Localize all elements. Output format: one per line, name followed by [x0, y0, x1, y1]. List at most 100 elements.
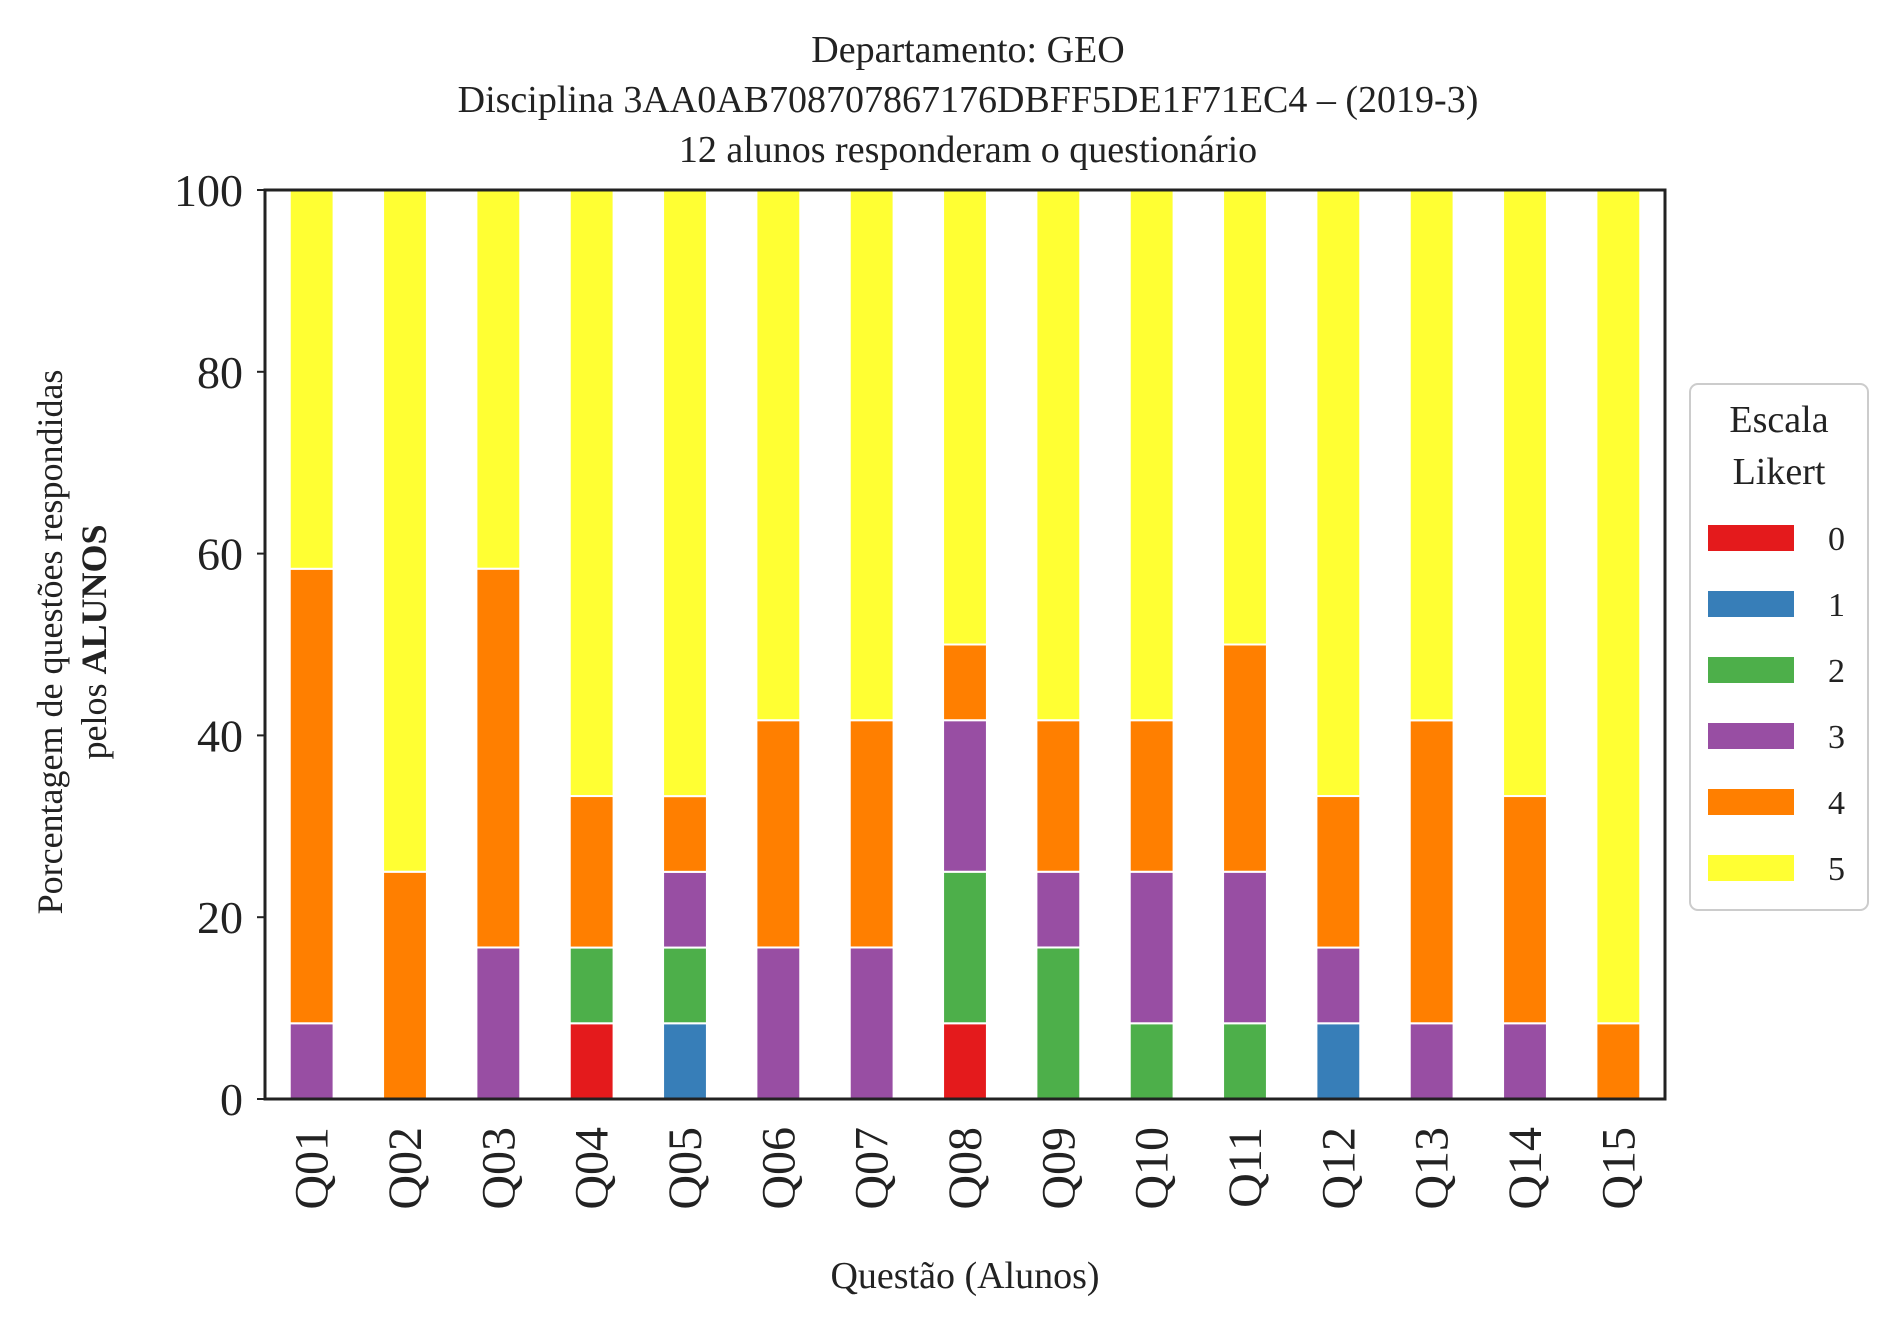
- legend-label-5: 5: [1828, 851, 1845, 888]
- bar-segment-q03-likert-5: [475, 188, 522, 570]
- bar-segment-q09-likert-5: [1035, 189, 1082, 722]
- bar-segment-q02-likert-5: [382, 189, 428, 873]
- legend-swatch-4: [1708, 789, 1794, 815]
- bar-segment-q01-likert-5: [288, 189, 335, 570]
- legend-swatch-5: [1708, 855, 1794, 881]
- bar-segment-q05-likert-1: [662, 1022, 708, 1100]
- bar-segment-q05-likert-2: [662, 946, 708, 1025]
- y-tick-label: 20: [197, 892, 243, 943]
- legend: Escala Likert 0 1 2 3 4 5: [1689, 383, 1869, 911]
- bar-segment-q04-likert-0: [568, 1022, 615, 1100]
- x-tick-label-q06: Q06: [752, 1127, 805, 1210]
- bar-segment-q13-likert-5: [1408, 189, 1455, 722]
- bar-segment-q05-likert-3: [662, 870, 708, 949]
- legend-frame: [1689, 383, 1869, 911]
- bar-segment-q12-likert-5: [1315, 189, 1362, 798]
- legend-label-0: 0: [1828, 521, 1845, 558]
- bar-segment-q10-likert-2: [1128, 1022, 1175, 1100]
- bar-segment-q12-likert-1: [1315, 1022, 1362, 1100]
- bar-segment-q12-likert-3: [1315, 946, 1362, 1025]
- legend-label-3: 3: [1828, 719, 1845, 756]
- chart-title: Departamento: GEO Disciplina 3AA0AB70870…: [458, 29, 1479, 171]
- bar-segment-q04-likert-2: [568, 946, 615, 1025]
- bar-segment-q14-likert-3: [1502, 1022, 1548, 1100]
- bar-segment-q04-likert-5: [568, 189, 615, 798]
- x-tick-label-q15: Q15: [1592, 1127, 1645, 1210]
- title-line-3: 12 alunos responderam o questionário: [679, 129, 1257, 171]
- bar-segment-q14-likert-4: [1502, 795, 1548, 1025]
- legend-items: 0 1 2 3 4 5: [1708, 521, 1845, 888]
- bar-segment-q09-likert-4: [1035, 719, 1082, 873]
- y-axis-label-bold: ALUNOS: [74, 524, 114, 674]
- bar-segment-q08-likert-4: [942, 643, 988, 722]
- bar-segment-q04-likert-4: [568, 795, 615, 949]
- legend-swatch-3: [1708, 723, 1794, 749]
- y-tick-label: 60: [197, 529, 243, 580]
- legend-title-line-2: Likert: [1733, 451, 1826, 493]
- x-tick-label-q08: Q08: [939, 1127, 992, 1210]
- bar-segment-q11-likert-5: [1222, 189, 1268, 646]
- y-axis-label-line-2: pelos ALUNOS: [74, 524, 114, 759]
- y-axis-label: Porcentagem de questões respondidas pelo…: [30, 370, 114, 915]
- x-axis-label: Questão (Alunos): [830, 1255, 1099, 1297]
- bar-segment-q09-likert-2: [1035, 946, 1082, 1101]
- legend-title-line-1: Escala: [1729, 399, 1828, 441]
- bar-segment-q08-likert-0: [942, 1022, 988, 1100]
- bar-segment-q12-likert-4: [1315, 795, 1362, 949]
- bar-segment-q01-likert-3: [288, 1022, 335, 1100]
- bar-segment-q07-likert-3: [848, 946, 895, 1101]
- title-line-2: Disciplina 3AA0AB708707867176DBFF5DE1F71…: [458, 79, 1479, 121]
- bar-segment-q05-likert-4: [662, 795, 708, 873]
- x-tick-label-q03: Q03: [472, 1127, 525, 1210]
- y-axis-label-normal: pelos: [74, 675, 114, 760]
- legend-swatch-0: [1708, 525, 1794, 551]
- x-tick-label-q11: Q11: [1219, 1127, 1272, 1208]
- y-tick-label: 40: [197, 710, 243, 761]
- legend-label-1: 1: [1828, 587, 1845, 624]
- x-tick-label-q01: Q01: [286, 1127, 339, 1210]
- y-axis-label-line-1: Porcentagem de questões respondidas: [30, 370, 70, 915]
- legend-swatch-2: [1708, 657, 1794, 683]
- x-tick-label-q13: Q13: [1406, 1127, 1459, 1210]
- bar-segment-q08-likert-5: [942, 189, 988, 646]
- x-tick-label-q10: Q10: [1126, 1127, 1179, 1210]
- bar-segment-q06-likert-3: [755, 946, 802, 1101]
- y-axis-ticks: 0 20 40 60 80 100: [174, 165, 265, 1125]
- x-tick-label-q12: Q12: [1312, 1127, 1365, 1210]
- x-axis-ticks: Q01 Q02 Q03 Q04 Q05 Q06 Q07 Q08 Q09 Q10 Q11 Q12 Q13 Q…: [286, 1127, 1646, 1210]
- legend-label-2: 2: [1828, 653, 1845, 690]
- x-tick-label-q07: Q07: [846, 1127, 899, 1210]
- plot-frame: [263, 188, 1667, 1101]
- bar-segment-q11-likert-3: [1222, 870, 1268, 1025]
- bar-segment-q10-likert-4: [1128, 719, 1175, 873]
- bar-segment-q10-likert-3: [1128, 870, 1175, 1025]
- bar-segment-q08-likert-2: [942, 870, 988, 1025]
- y-tick-label: 0: [220, 1074, 243, 1125]
- bar-segment-q08-likert-3: [942, 719, 988, 873]
- bar-segment-q15-likert-5: [1595, 189, 1642, 1025]
- y-tick-label: 100: [174, 165, 243, 216]
- bar-segment-q10-likert-5: [1128, 189, 1175, 722]
- bar-segments: [288, 188, 1642, 1101]
- bar-segment-q05-likert-5: [662, 189, 708, 798]
- bar-segment-q06-likert-5: [755, 189, 802, 722]
- legend-swatch-1: [1708, 591, 1794, 617]
- bar-segment-q09-likert-3: [1035, 870, 1082, 949]
- x-tick-label-q09: Q09: [1032, 1127, 1085, 1210]
- bar-segment-q11-likert-4: [1222, 643, 1268, 873]
- bar-segment-q07-likert-5: [848, 189, 895, 722]
- bar-segment-q03-likert-3: [475, 946, 522, 1101]
- title-line-1: Departamento: GEO: [811, 29, 1124, 71]
- y-tick-label: 80: [197, 347, 243, 398]
- bar-segment-q11-likert-2: [1222, 1022, 1268, 1100]
- bar-segment-q02-likert-4: [382, 870, 428, 1100]
- bar-segment-q07-likert-4: [848, 719, 895, 949]
- x-tick-label-q14: Q14: [1499, 1127, 1552, 1210]
- bar-segment-q06-likert-4: [755, 719, 802, 949]
- bar-segment-q03-likert-4: [475, 567, 522, 949]
- bar-segment-q01-likert-4: [288, 567, 335, 1025]
- bar-segment-q13-likert-3: [1408, 1022, 1455, 1100]
- x-tick-label-q04: Q04: [566, 1127, 619, 1210]
- x-tick-label-q02: Q02: [379, 1127, 432, 1210]
